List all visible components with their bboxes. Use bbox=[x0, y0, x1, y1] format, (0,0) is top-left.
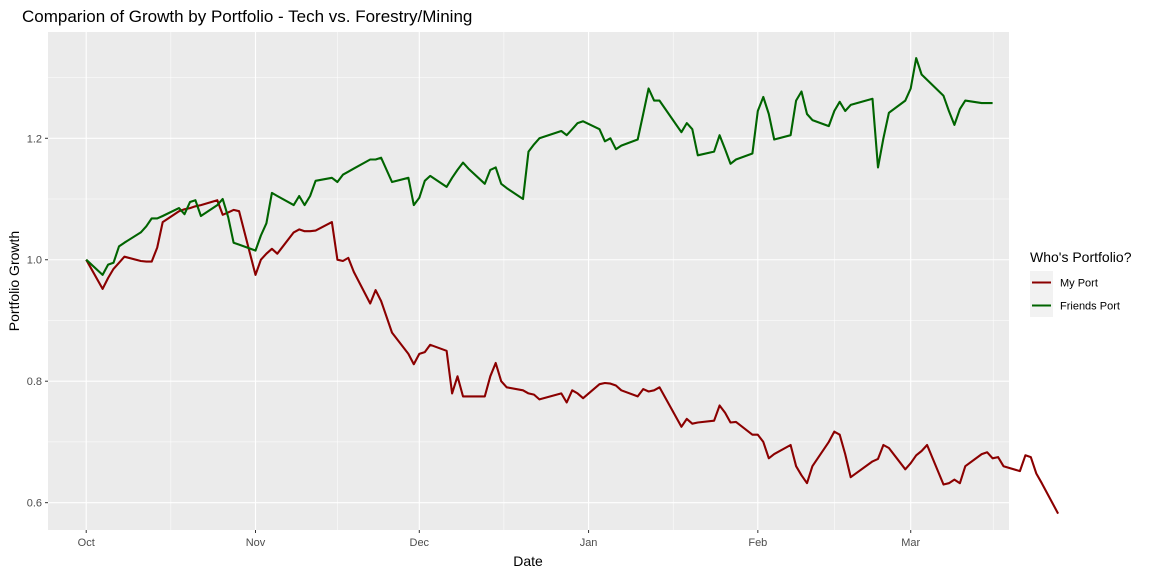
legend-title: Who's Portfolio? bbox=[1030, 249, 1132, 265]
y-tick-label: 1.2 bbox=[27, 133, 42, 145]
y-tick-label: 0.8 bbox=[27, 376, 42, 388]
y-axis-title: Portfolio Growth bbox=[6, 231, 22, 331]
series-line-my-port bbox=[85, 199, 1060, 515]
legend: Who's Portfolio? My Port Friends Port bbox=[1030, 249, 1132, 317]
legend-label-my-port: My Port bbox=[1060, 278, 1098, 290]
x-axis-title: Date bbox=[513, 553, 543, 569]
x-axis: Oct Nov Dec Jan Feb Mar bbox=[78, 530, 921, 549]
x-tick-label: Mar bbox=[901, 537, 920, 549]
plot-panel bbox=[48, 32, 1009, 530]
x-tick-label: Feb bbox=[748, 537, 767, 549]
series-lines bbox=[85, 57, 1060, 515]
x-tick-label: Dec bbox=[410, 537, 430, 549]
series-line-friends-port bbox=[85, 57, 993, 276]
minor-gridlines bbox=[48, 32, 1009, 530]
x-tick-label: Nov bbox=[246, 537, 266, 549]
y-tick-label: 0.6 bbox=[27, 498, 42, 510]
legend-label-friends-port: Friends Port bbox=[1060, 301, 1120, 313]
x-tick-label: Oct bbox=[78, 537, 95, 549]
major-gridlines bbox=[48, 32, 1009, 530]
y-tick-label: 1.0 bbox=[27, 255, 42, 267]
chart-title: Comparion of Growth by Portfolio - Tech … bbox=[22, 7, 472, 26]
y-axis: 0.6 0.8 1.0 1.2 bbox=[27, 133, 48, 510]
x-tick-label: Jan bbox=[580, 537, 598, 549]
